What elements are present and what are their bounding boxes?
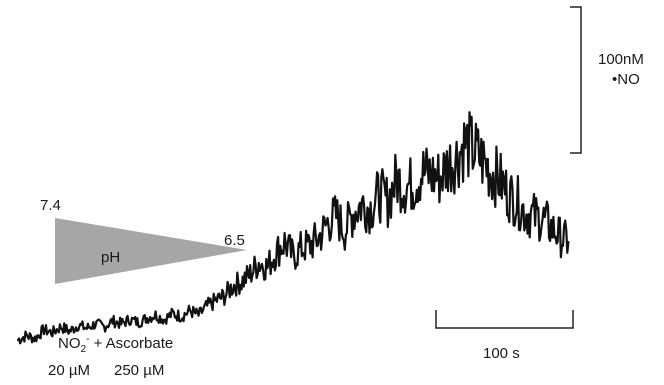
- addition-suffix: + Ascorbate: [89, 335, 173, 352]
- addition-species: NO: [58, 335, 81, 352]
- ph-gradient-wedge: [55, 218, 247, 284]
- addition-superscript: -: [86, 334, 89, 345]
- ph-end-label: 6.5: [224, 232, 245, 249]
- x-scale-label: 100 s: [483, 345, 520, 362]
- ph-label: pH: [101, 249, 120, 266]
- y-scale-label-species: •NO: [612, 71, 640, 88]
- concentration-1: 20 µM: [48, 362, 90, 379]
- no-trace-line: [16, 111, 570, 345]
- x-scale-bar: [435, 310, 574, 329]
- concentration-2: 250 µM: [114, 362, 164, 379]
- addition-subscript: 2: [81, 344, 87, 355]
- y-scale-bar: [570, 6, 582, 154]
- y-scale-label-value: 100nM: [598, 51, 644, 68]
- addition-label: NO2- + Ascorbate: [58, 334, 173, 355]
- ph-start-label: 7.4: [40, 197, 61, 214]
